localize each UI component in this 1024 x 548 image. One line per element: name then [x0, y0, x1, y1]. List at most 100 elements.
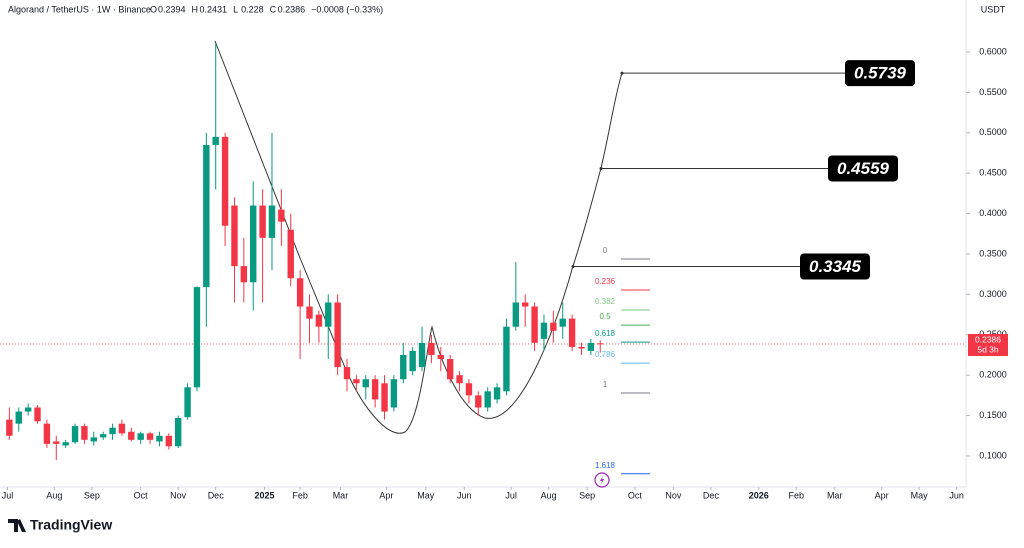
candle-body [315, 314, 323, 327]
candle-body [428, 342, 435, 355]
x-tick-label: Oct [628, 490, 643, 500]
candle-body [99, 434, 107, 438]
x-tick-label: Sep [579, 490, 595, 500]
fib-label: 1 [603, 380, 608, 389]
legend-value: 0.2431 [200, 4, 228, 14]
candle-body [446, 359, 454, 380]
target-label: 0.5739 [854, 64, 907, 83]
candle-body [109, 427, 116, 435]
x-tick-label: May [417, 490, 435, 500]
candle-body [390, 379, 398, 408]
candle-body [24, 407, 32, 412]
candle-body [531, 306, 538, 343]
x-tick-label: Feb [292, 490, 308, 500]
candle-body [174, 418, 182, 447]
candle-body [437, 354, 444, 360]
candle-body [250, 205, 257, 283]
candle-body [568, 318, 576, 347]
fib-label: 0.786 [595, 350, 616, 359]
candle-body [325, 302, 332, 327]
target-label: 0.3345 [809, 257, 862, 276]
legend-change: −0.0008 (−0.33%) [311, 4, 383, 14]
fib-label: 0.382 [595, 297, 616, 306]
x-tick-label: 2026 [749, 490, 769, 500]
x-tick-label: May [911, 490, 929, 500]
fib-label: 1.618 [595, 461, 616, 470]
target-box [845, 60, 915, 87]
candle-body [334, 302, 341, 368]
candle-body [371, 379, 379, 400]
candle-body [221, 136, 229, 226]
target-label: 0.4559 [837, 159, 890, 178]
candle-body [475, 395, 482, 408]
y-tick-label: 0.4000 [979, 208, 1007, 218]
candle-body [278, 209, 285, 222]
y-tick-label: 0.3500 [979, 248, 1007, 258]
candle-body [53, 441, 60, 444]
candle-body [550, 322, 557, 331]
pattern-drawing [214, 40, 623, 434]
candle-body [578, 346, 585, 349]
candle-body [484, 391, 491, 408]
candle-body [15, 411, 22, 424]
price-tag-value: 0.2386 [975, 334, 1001, 344]
x-tick-label: Sep [84, 490, 100, 500]
candle-body [597, 343, 604, 345]
candle-body [400, 354, 407, 380]
x-tick-label: Feb [788, 490, 804, 500]
candle-body [522, 302, 529, 307]
legend-value: 0.2394 [158, 4, 186, 14]
candle-body [34, 407, 41, 422]
x-tick-label: Jul [2, 490, 14, 500]
candle-body [559, 318, 566, 327]
fib-label: 0.5 [599, 312, 611, 321]
candle-body [90, 437, 97, 442]
candle-body [156, 435, 163, 442]
candle-body [184, 387, 191, 418]
candle-body [503, 326, 510, 392]
y-tick-label: 0.3000 [979, 289, 1007, 299]
y-tick-label: 0.2000 [979, 370, 1007, 380]
x-tick-label: Oct [134, 490, 149, 500]
y-tick-label: 0.5500 [979, 87, 1007, 97]
candle-body [456, 375, 463, 384]
y-tick-label: 0.4500 [979, 168, 1007, 178]
legend-value: 0.228 [241, 4, 264, 14]
candle-body [418, 342, 426, 368]
countdown: 5d 3h [977, 344, 999, 354]
candle-body [203, 144, 210, 288]
candle-body [6, 419, 13, 436]
y-tick-label: 0.6000 [979, 46, 1007, 56]
candle-body [512, 302, 520, 327]
legend-key: L [233, 4, 238, 14]
legend-key: O [150, 4, 157, 14]
candle-body [212, 136, 219, 145]
chart-title: Algorand / TetherUS · 1W · Binance [8, 4, 151, 14]
candle-body [128, 431, 135, 440]
candle-body [118, 423, 126, 434]
candle-body [540, 322, 548, 339]
candle-body [62, 442, 69, 446]
x-tick-label: Aug [46, 490, 62, 500]
x-tick-label: Dec [703, 490, 720, 500]
brand-logo: TradingView [8, 517, 112, 533]
x-tick-label: Nov [665, 490, 682, 500]
candle-body [268, 205, 276, 238]
candle-body [193, 287, 201, 388]
candle-body [146, 433, 154, 440]
x-tick-label: Mar [333, 490, 349, 500]
legend-value: 0.2386 [278, 4, 306, 14]
x-tick-label: Apr [379, 490, 393, 500]
candle-body [296, 278, 304, 307]
legend-key: H [192, 4, 199, 14]
y-tick-label: 0.1000 [979, 450, 1007, 460]
y-tick-label: 0.5000 [979, 127, 1007, 137]
fib-label: 0.618 [595, 329, 616, 338]
candle-body [137, 433, 144, 440]
alert-icon [594, 472, 610, 488]
candle-body [465, 383, 473, 396]
candle-body [81, 426, 88, 440]
x-tick-label: Jun [457, 490, 472, 500]
target-box [828, 155, 898, 182]
